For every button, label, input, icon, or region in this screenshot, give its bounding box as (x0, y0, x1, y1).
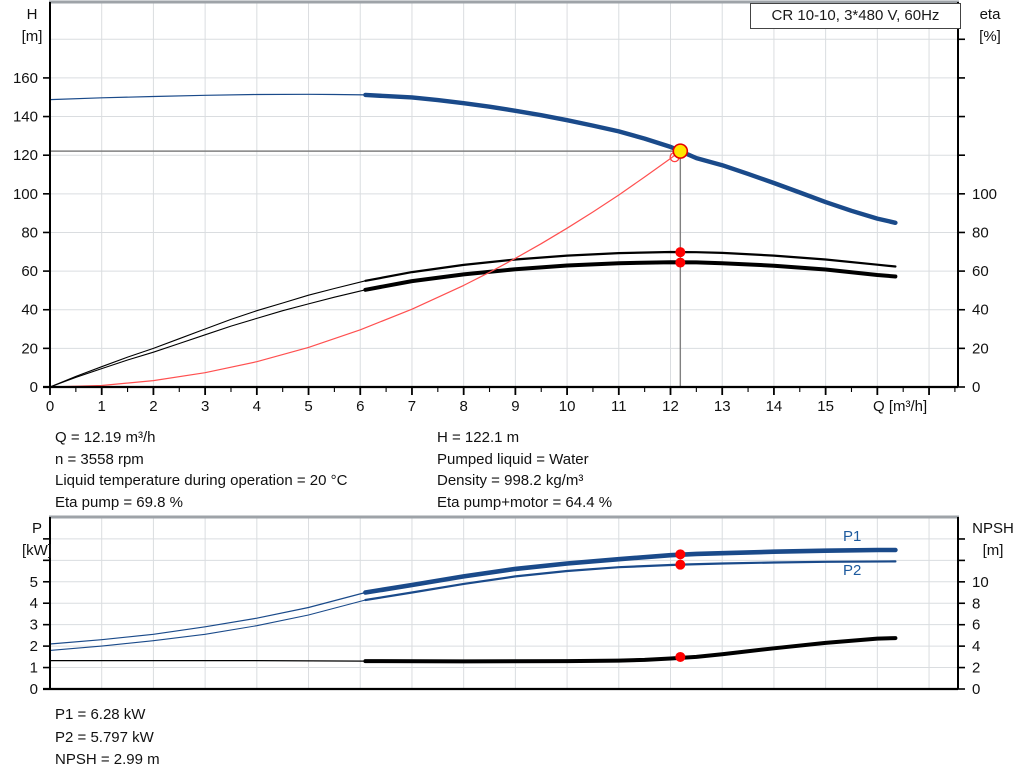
tick-label: 8 (972, 595, 980, 612)
pump-title-box: CR 10-10, 3*480 V, 60Hz (750, 3, 961, 29)
curve-P2 (364, 560, 897, 602)
annotation-n: n = 3558 rpm (55, 450, 144, 468)
annotation-liquid: Pumped liquid = Water (437, 450, 589, 468)
red-dot-marker (675, 549, 686, 560)
p-axis-title-line2: [kW] (22, 542, 52, 559)
tick-label: 9 (511, 398, 519, 415)
tick-label: 1 (30, 660, 38, 677)
tick-label: 0 (972, 681, 980, 698)
curve-H-curve (363, 92, 898, 226)
npsh-axis-title-line2: [m] (982, 542, 1004, 559)
red-dot-marker (675, 247, 686, 258)
curve-NPSH (363, 636, 898, 664)
curve-H-curve-thin (49, 93, 366, 101)
tick-label: 13 (714, 398, 731, 415)
red-dot-marker (675, 651, 686, 662)
curve-P1 (363, 547, 898, 595)
tick-label: 140 (13, 109, 38, 126)
eta-axis-title: eta [%] (966, 4, 1014, 48)
tick-label: 0 (30, 379, 38, 396)
tick-label: 60 (972, 263, 989, 280)
footer-npsh: NPSH = 2.99 m (55, 751, 160, 768)
red-dot-marker (675, 559, 686, 570)
tick-label: 3 (201, 398, 209, 415)
footer-block: P1 = 6.28 kW P2 = 5.797 kW NPSH = 2.99 m (55, 704, 160, 772)
tick-label: 80 (21, 224, 38, 241)
tick-label: 3 (30, 617, 38, 634)
tick-label: 12 (662, 398, 679, 415)
annotation-eta-pump-motor: Eta pump+motor = 64.4 % (437, 494, 613, 512)
p2-curve-label: P2 (843, 562, 862, 579)
tick-label: 40 (972, 302, 989, 319)
tick-label: 11 (611, 398, 627, 415)
tick-label: 6 (972, 617, 980, 634)
annotation-eta-pump: Eta pump = 69.8 % (55, 494, 183, 512)
tick-label: 10 (559, 398, 576, 415)
tick-label: 5 (30, 574, 38, 591)
p-axis-title: P [kW] (17, 518, 57, 562)
tick-label: 7 (408, 398, 416, 415)
p-axis-title-line1: P (31, 520, 42, 537)
tick-label: 0 (972, 379, 980, 396)
npsh-axis-title-line1: NPSH (972, 520, 1014, 537)
eta-axis-title-line2: [%] (979, 28, 1001, 45)
tick-label: 0 (46, 398, 54, 415)
tick-label: 10 (972, 574, 989, 591)
tick-label: 160 (13, 70, 38, 87)
tick-label: 2 (972, 660, 980, 677)
tick-label: 20 (972, 340, 989, 357)
curve-P2-thin (49, 599, 366, 651)
q-axis-label: Q [m³/h] (873, 398, 928, 415)
footer-p2: P2 = 5.797 kW (55, 728, 154, 746)
footer-p1: P1 = 6.28 kW (55, 706, 146, 723)
npsh-axis-title: NPSH [m] (964, 518, 1022, 562)
eta-axis-title-line1: eta (979, 6, 1001, 23)
tick-label: 2 (149, 398, 157, 415)
annotation-block-left: Q = 12.19 m³/h n = 3558 rpm Liquid tempe… (55, 427, 347, 514)
tick-label: 0 (30, 681, 38, 698)
curve-P1-thin (49, 591, 366, 645)
tick-label: 100 (972, 186, 997, 203)
h-axis-title-line1: H (26, 6, 38, 23)
annotation-block-right: H = 122.1 m Pumped liquid = Water Densit… (437, 427, 612, 514)
tick-label: 2 (30, 638, 38, 655)
tick-label: 60 (21, 263, 38, 280)
tick-label: 1 (98, 398, 106, 415)
tick-label: 80 (972, 224, 989, 241)
tick-label: 20 (21, 340, 38, 357)
annotation-h: H = 122.1 m (437, 429, 520, 446)
curve-eta-pump-motor (363, 260, 898, 292)
red-dot-marker (675, 257, 686, 268)
tick-label: 100 (13, 186, 38, 203)
annotation-q: Q = 12.19 m³/h (55, 429, 156, 446)
curve-eta-pump (364, 250, 897, 282)
curve-eta-pump-thin (49, 280, 366, 388)
tick-label: 120 (13, 147, 38, 164)
tick-label: 4 (972, 638, 980, 655)
operating-point-marker (672, 143, 689, 159)
tick-label: 6 (356, 398, 364, 415)
curve-eta-pump-motor-thin (49, 289, 366, 388)
h-axis-title: H [m] (12, 4, 52, 48)
tick-label: 14 (766, 398, 783, 415)
tick-label: 15 (817, 398, 834, 415)
tick-label: 8 (459, 398, 467, 415)
tick-label: 4 (253, 398, 261, 415)
h-axis-title-line2: [m] (21, 28, 43, 45)
annotation-density: Density = 998.2 kg/m³ (437, 472, 584, 490)
tick-label: 40 (21, 302, 38, 319)
annotation-temperature: Liquid temperature during operation = 20… (55, 472, 348, 490)
p1-curve-label: P1 (843, 528, 862, 545)
tick-label: 4 (30, 595, 38, 612)
tick-label: 5 (304, 398, 312, 415)
curve-NPSH-thin (49, 659, 366, 662)
curve-duty-parabola (49, 150, 681, 388)
